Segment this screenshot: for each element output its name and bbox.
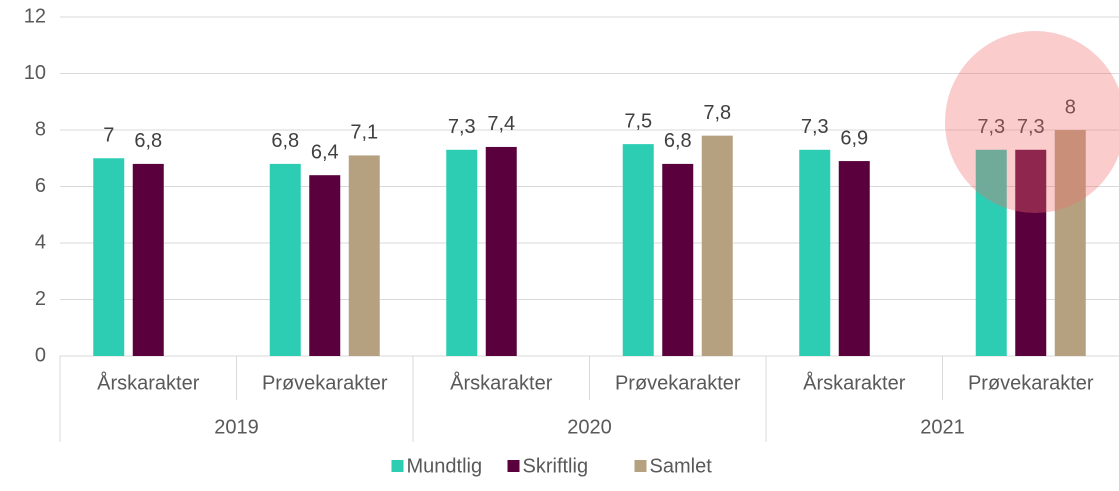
x-tick-label: Årskarakter [803, 371, 906, 394]
bar [132, 163, 164, 356]
y-tick-label: 8 [35, 118, 46, 140]
bar [93, 158, 125, 356]
x-tick-label: Prøvekarakter [262, 372, 388, 394]
bar [662, 163, 694, 356]
y-tick-label: 4 [35, 231, 46, 253]
y-tick-label: 0 [35, 344, 46, 366]
y-tick-label: 10 [24, 62, 46, 84]
value-label: 7,5 [624, 110, 652, 132]
legend-swatch [507, 460, 520, 472]
bar [1015, 149, 1047, 356]
legend-swatch [634, 460, 647, 472]
y-tick-label: 12 [24, 5, 46, 27]
group-label: 2019 [214, 416, 259, 438]
marks: Årskarakter 7 6,8 Prøvekarakter 6,8 6,4 7,1 Års… [59, 96, 1094, 477]
bar [838, 161, 870, 356]
group-label: 2020 [567, 416, 612, 438]
x-tick-label: Årskarakter [450, 371, 553, 394]
value-label: 7,8 [703, 102, 731, 124]
bar [1054, 130, 1086, 356]
value-label: 7,3 [977, 116, 1005, 138]
value-label: 7,4 [487, 113, 515, 135]
x-tick-label: Prøvekarakter [615, 372, 741, 394]
value-label: 6,4 [311, 141, 339, 163]
value-label: 6,8 [664, 130, 692, 152]
bar [269, 163, 301, 356]
highlight-circle [945, 31, 1119, 213]
legend-label: Samlet [650, 455, 713, 477]
bar [622, 144, 654, 356]
x-tick-label: Prøvekarakter [968, 372, 1094, 394]
value-label: 7 [103, 125, 114, 147]
group-label: 2021 [920, 416, 965, 438]
y-tick-label: 6 [35, 175, 46, 197]
bar [485, 146, 517, 356]
bar [348, 155, 380, 356]
legend-label: Mundtlig [407, 455, 483, 477]
bar [975, 149, 1007, 356]
bar [446, 149, 478, 356]
value-label: 8 [1065, 96, 1076, 118]
bar [799, 149, 831, 356]
value-label: 6,8 [134, 130, 162, 152]
value-label: 7,3 [448, 116, 476, 138]
value-label: 6,9 [840, 127, 868, 149]
legend-label: Skriftlig [523, 455, 589, 477]
y-tick-label: 2 [35, 288, 46, 310]
value-label: 7,3 [801, 116, 829, 138]
legend-swatch [391, 460, 404, 472]
bar [701, 135, 733, 356]
value-label: 7,3 [1017, 116, 1045, 138]
value-label: 7,1 [350, 122, 378, 144]
x-tick-label: Årskarakter [97, 371, 200, 394]
grid: 0 2 4 6 8 10 12 [24, 5, 1119, 366]
value-label: 6,8 [271, 130, 299, 152]
bar [309, 175, 341, 356]
